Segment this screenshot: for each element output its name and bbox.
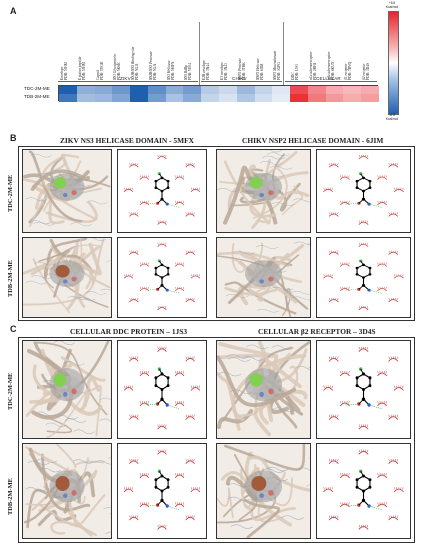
scale-max-label: +6.8 Kcal/mol [385, 1, 399, 9]
heatmap-column-label: E fusion peptide PDB: 5JHM [77, 56, 86, 80]
panel-b-row-label-2: TDB-2M-ME [7, 260, 14, 297]
heatmap-column-label: NS5 RdRp PDB: 5U04 [184, 63, 193, 80]
interaction-2d-diagram [117, 237, 207, 318]
heatmap-cell [201, 94, 220, 103]
heatmap-column-label: α1a adrenoreceptor PDB: 2RH1 [308, 51, 317, 80]
heatmap-column-label: β2 receptor PDB: 3D4S [362, 62, 371, 80]
group-line-cellular [285, 81, 377, 82]
heatmap-cell [254, 94, 273, 103]
heatmap-column-label: Capsid PDB: 5YGH [95, 61, 104, 80]
heatmap-column-label: E2B envelope PDB: 3N44 [202, 60, 211, 80]
panel-b-title-right: CHIKV NSP2 HELICASE DOMAIN - 6JIM [242, 136, 384, 145]
heatmap-cell [165, 94, 184, 103]
structure-3d-view [22, 149, 112, 233]
panel-a-letter: A [10, 6, 17, 16]
heatmap-cell [112, 86, 131, 95]
group-line-chikv [201, 81, 282, 82]
heatmap-cell [147, 86, 166, 95]
color-scale-bar [388, 11, 399, 115]
heatmap-cell [76, 94, 95, 103]
heatmap-cell [325, 86, 344, 95]
interaction-2d-diagram [117, 443, 207, 539]
panel-b-frame [18, 146, 415, 321]
heatmap-cell [94, 86, 113, 95]
panel-b-title-left: ZIKV NS3 HELICASE DOMAIN - 5MFX [60, 136, 194, 145]
heatmap-column-label: NS1 Glycoprotein PDB: 5K6K [113, 54, 122, 80]
group-label-zikv: ZIKV [120, 76, 131, 81]
heatmap-column-label: Envelope PDB: 5JHM [60, 62, 68, 80]
structure-3d-view [22, 340, 112, 439]
group-label-cellular: CELLULAR [316, 76, 341, 81]
panel-c-frame [18, 337, 415, 543]
heatmap-column-label: NSP2 Helicase PDB: 6JIM [255, 58, 264, 80]
heatmap-cell [254, 86, 273, 95]
heatmap-column-label: E3 envelope PDB: 3N43 [220, 62, 228, 80]
heatmap-cell [343, 94, 362, 103]
scale-min-label: -6.8 Kcal/mol [385, 113, 399, 121]
heatmap-grid [58, 85, 380, 103]
heatmap-cell [130, 86, 149, 95]
heatmap-cell [290, 94, 309, 103]
structure-3d-view [216, 237, 311, 318]
panel-c-title-left: CELLULAR DDC PROTEIN – 1JS3 [70, 327, 188, 336]
heatmap-column-label: NSP2 Protease PDB: 3TRK [237, 58, 246, 80]
structure-3d-view [216, 443, 311, 539]
heatmap-column-label: NSP3 Macrodomain PDB: 3GPG [273, 50, 282, 80]
structure-3d-view [22, 443, 112, 539]
heatmap-column-label: NS3 Helicase PDB: 5MFX [166, 60, 175, 80]
structure-3d-view [22, 237, 112, 318]
heatmap-row-label-2: TDB-2M-ME [24, 94, 50, 99]
group-divider-1 [199, 22, 200, 88]
heatmap-column-label: DDC PDB: 1JS3 [291, 64, 300, 80]
panel-b-row-label-1: TDC-2M-ME [7, 174, 14, 212]
heatmap-cell [343, 86, 362, 95]
heatmap-cell [183, 94, 202, 103]
heatmap-cell [59, 86, 78, 95]
interaction-2d-diagram [316, 149, 411, 233]
panel-c-row-label-1: TDC-2M-ME [7, 372, 14, 410]
heatmap-cell [165, 86, 184, 95]
interaction-2d-diagram [316, 237, 411, 318]
heatmap-cell [112, 94, 131, 103]
heatmap-cell [130, 94, 149, 103]
heatmap-cell [219, 86, 238, 95]
panel-c-letter: C [10, 324, 17, 334]
heatmap-cell [94, 94, 113, 103]
heatmap-cell [236, 86, 255, 95]
panel-c-row-label-2: TDB-2M-ME [7, 478, 14, 515]
heatmap-row-label-1: TDC-2M-ME [24, 86, 50, 91]
heatmap-column-label: α2a adrenoreceptor PDB: 6KUX [326, 51, 335, 80]
structure-3d-view [216, 149, 311, 233]
group-line-zikv [58, 81, 198, 82]
heatmap-cell [361, 86, 380, 95]
heatmap-cell [236, 94, 255, 103]
heatmap-cell [201, 86, 220, 95]
interaction-2d-diagram [316, 340, 411, 439]
heatmap-cell [272, 94, 291, 103]
interaction-2d-diagram [117, 340, 207, 439]
interaction-2d-diagram [316, 443, 411, 539]
heatmap-cell [183, 86, 202, 95]
heatmap-cell [59, 94, 78, 103]
heatmap-cell [272, 86, 291, 95]
group-divider-2 [283, 22, 284, 88]
heatmap-column-label: NS2B/NS3 Binding site PDB: 5GJ4 [131, 46, 140, 80]
heatmap-cell [307, 94, 326, 103]
interaction-2d-diagram [117, 149, 207, 233]
group-label-chikv: CHIKV [232, 76, 247, 81]
panel-c-title-right: CELLULAR β2 RECEPTOR – 3D4S [258, 327, 376, 336]
heatmap-cell [290, 86, 309, 95]
heatmap-cell [307, 86, 326, 95]
panel-b-letter: B [10, 133, 17, 143]
heatmap-cell [147, 94, 166, 103]
heatmap-column-label: β1 receptor PDB: 7BVQ [344, 61, 353, 80]
structure-3d-view [216, 340, 311, 439]
heatmap-cell [219, 94, 238, 103]
heatmap-cell [361, 94, 380, 103]
heatmap-cell [76, 86, 95, 95]
heatmap-column-label: NS2B/NS3 Protease PDB: 5GJ4 [148, 51, 157, 80]
heatmap-cell [325, 94, 344, 103]
